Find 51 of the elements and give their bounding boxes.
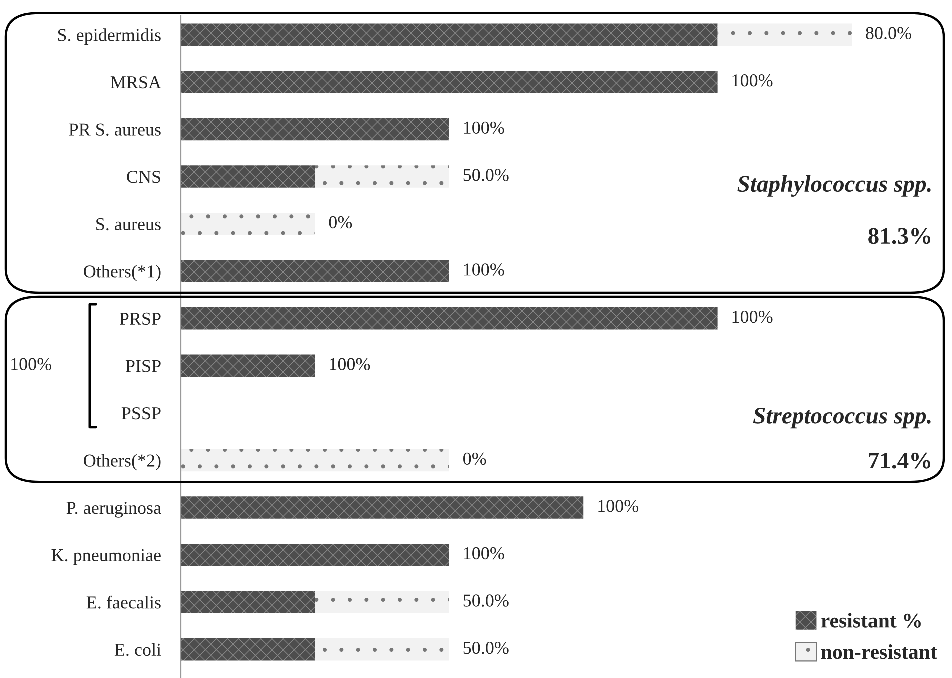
bar — [181, 496, 584, 519]
bar — [181, 71, 718, 94]
y-tick-label: PISP — [126, 360, 161, 372]
annotation: 100% — [330, 358, 370, 370]
bar — [181, 591, 316, 614]
y-tick-label: MRSA — [110, 76, 162, 89]
bar — [181, 308, 718, 330]
y-tick-label: PR S. aureus — [69, 124, 161, 136]
annotation: 50.0% — [464, 642, 509, 654]
annotation: 100% — [732, 310, 773, 324]
y-tick-label: P. aeruginosa — [66, 502, 162, 518]
bar — [181, 449, 450, 472]
annotation: 100% — [464, 264, 504, 276]
text: 81.3% — [868, 228, 931, 244]
annotation: 50.0% — [464, 594, 509, 607]
bar — [181, 24, 718, 46]
text: 100% — [12, 358, 52, 370]
bar — [181, 638, 316, 661]
bar — [315, 166, 450, 188]
text: 71.4% — [869, 452, 931, 469]
annotation: 100% — [732, 74, 773, 87]
y-tick-label: S. aureus — [96, 218, 161, 231]
y-tick-label: K. pneumoniae — [52, 549, 161, 566]
y-tick-label: PSSP — [122, 408, 161, 420]
annotation: Staphylococcus spp. — [738, 175, 931, 197]
annotation: 100% — [464, 547, 504, 560]
legend-label: resistant % — [821, 613, 921, 628]
bar — [315, 591, 450, 614]
y-tick-label: E. coli — [114, 643, 162, 656]
bar — [181, 544, 450, 566]
annotation: 100% — [598, 500, 639, 512]
bar — [181, 354, 316, 378]
annotation: Streptococcus spp. — [753, 408, 931, 429]
y-tick-label: E. faecalis — [86, 596, 161, 609]
annotation: 100% — [464, 122, 504, 134]
bar — [181, 166, 316, 188]
y-tick-label: S. epidermidis — [58, 28, 161, 46]
bar — [181, 260, 450, 282]
annotation: 0% — [464, 452, 486, 466]
bar — [181, 212, 316, 236]
bar — [315, 638, 450, 661]
annotation: 50.0% — [464, 169, 509, 182]
y-tick-label: Others(*1) — [84, 265, 161, 282]
annotation: 80.0% — [866, 27, 912, 40]
legend-label: non-resistant — [821, 644, 938, 660]
y-tick-label: PRSP — [120, 312, 161, 326]
bar — [718, 24, 852, 46]
bar — [181, 118, 450, 141]
annotation: 0% — [329, 216, 352, 229]
y-tick-label: Others(*2) — [84, 454, 161, 471]
y-tick-label: CNS — [127, 171, 160, 184]
